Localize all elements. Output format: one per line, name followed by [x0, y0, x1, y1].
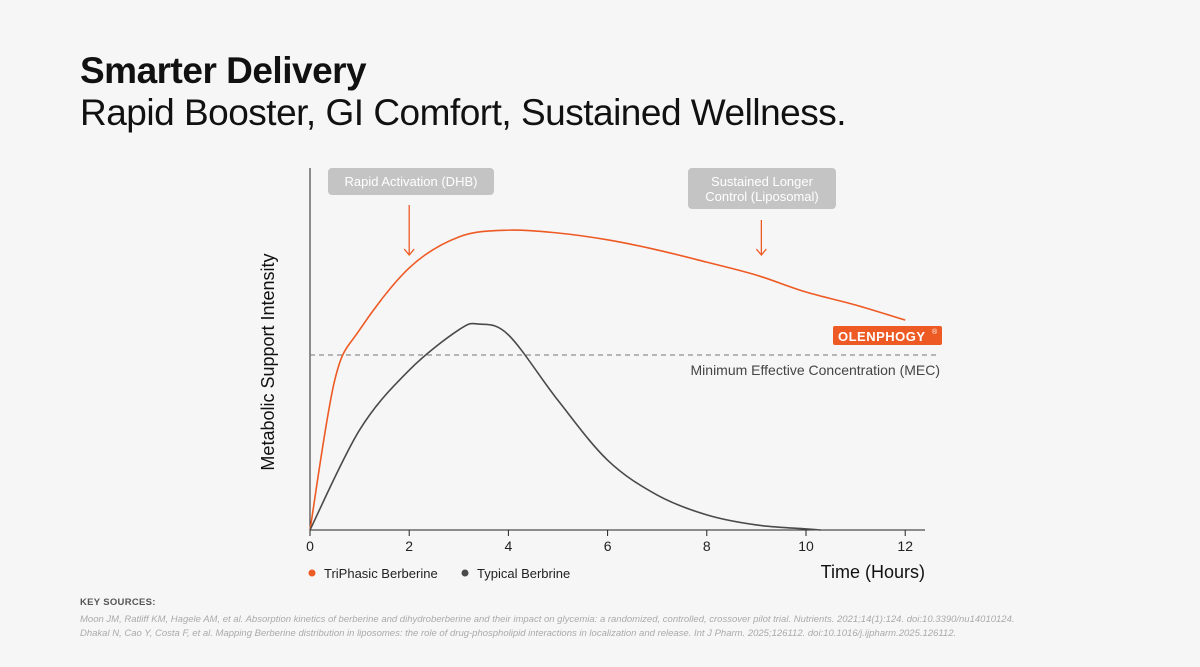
mec-label: Minimum Effective Concentration (MEC): [691, 362, 940, 378]
brand-badge-text: OLENPHOGY: [838, 329, 926, 344]
x-tick-label: 4: [505, 538, 513, 554]
x-axis-label: Time (Hours): [821, 562, 925, 582]
source-item: Dhakal N, Cao Y, Costa F, et al. Mapping…: [80, 628, 957, 639]
series-line-typical: [309, 322, 821, 531]
legend-marker: [308, 569, 316, 577]
source-item: Moon JM, Ratliff KM, Hagele AM, et al. A…: [80, 614, 1015, 625]
x-tick-label: 10: [798, 538, 814, 554]
legend-marker: [461, 569, 469, 577]
x-tick-label: 6: [604, 538, 612, 554]
page-title: Smarter Delivery: [80, 50, 367, 91]
registered-mark: ®: [932, 328, 938, 336]
annotation-box: [688, 168, 836, 209]
x-tick-label: 12: [897, 538, 913, 554]
series-line-triphasic: [309, 229, 906, 531]
arrow-head-icon: [755, 248, 767, 257]
annotation-box: [328, 168, 494, 195]
brand-badge: [833, 326, 942, 345]
page-subtitle: Rapid Booster, GI Comfort, Sustained Wel…: [80, 92, 847, 133]
y-axis-label: Metabolic Support Intensity: [258, 253, 278, 470]
annotation-text: Control (Liposomal): [705, 189, 818, 204]
x-tick-label: 0: [306, 538, 314, 554]
x-tick-label: 2: [405, 538, 413, 554]
sources-heading: KEY SOURCES:: [80, 597, 156, 608]
arrow-head-icon: [403, 248, 415, 257]
annotation-text: Rapid Activation (DHB): [345, 174, 478, 189]
x-tick-label: 8: [703, 538, 711, 554]
annotation-text: Sustained Longer: [711, 174, 814, 189]
legend-label: Typical Berbrine: [477, 566, 570, 581]
legend-label: TriPhasic Berberine: [324, 566, 438, 581]
